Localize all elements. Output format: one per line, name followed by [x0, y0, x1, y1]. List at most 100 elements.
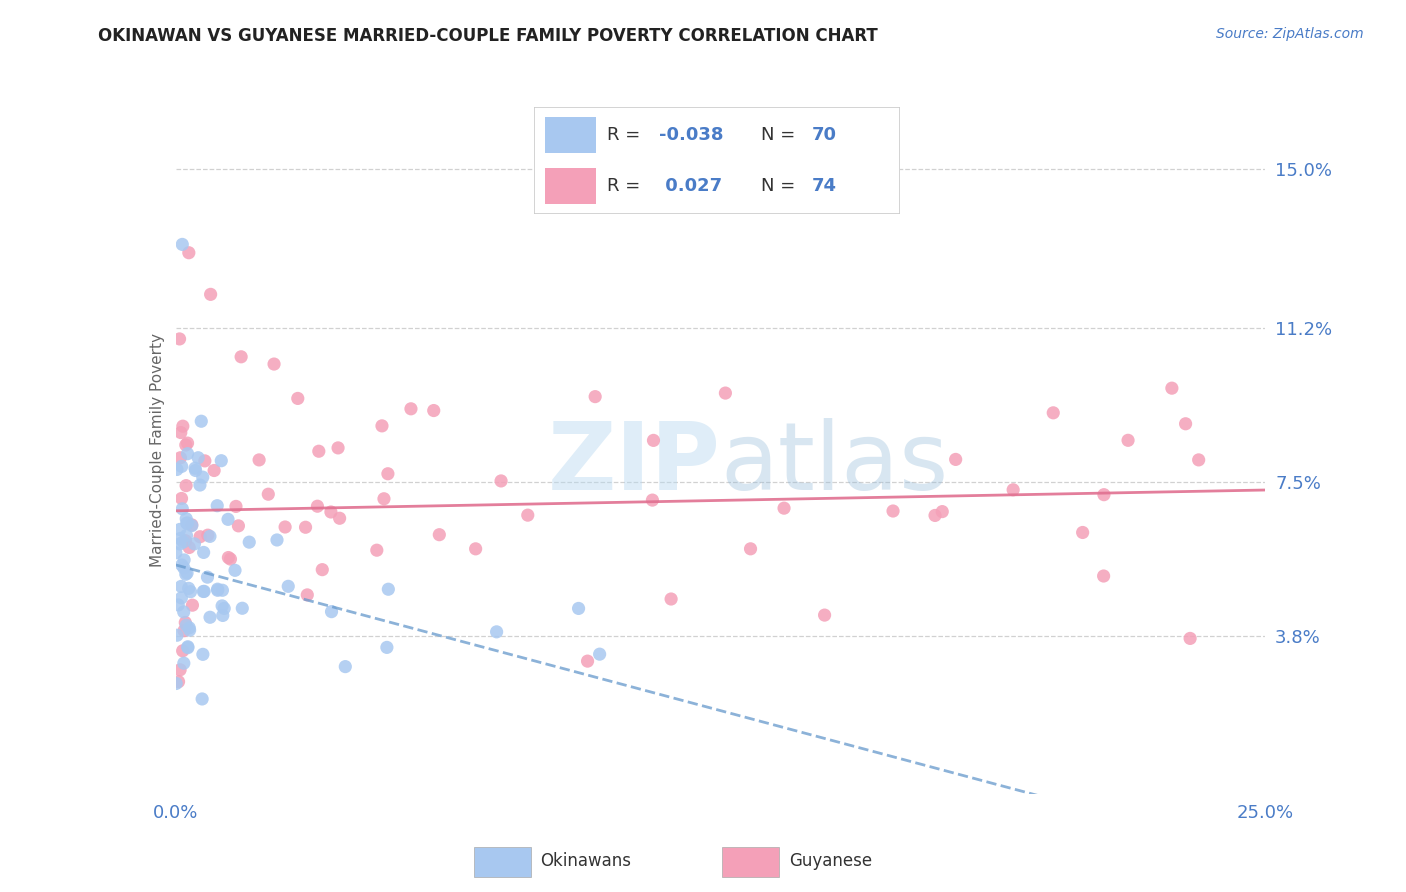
Guyanese	[257, 487, 280, 501]
Guyanese	[326, 441, 349, 455]
Guyanese	[228, 519, 250, 533]
Okinawans	[211, 599, 233, 613]
Guyanese	[297, 588, 319, 602]
Okinawans	[173, 553, 195, 567]
Guyanese	[174, 438, 197, 452]
Okinawans	[169, 537, 191, 551]
Okinawans	[176, 516, 198, 530]
Text: atlas: atlas	[721, 418, 949, 510]
FancyBboxPatch shape	[546, 168, 596, 204]
Guyanese	[422, 403, 444, 417]
Okinawans	[170, 558, 193, 572]
Okinawans	[205, 499, 228, 513]
FancyBboxPatch shape	[534, 107, 900, 214]
Text: -0.038: -0.038	[658, 126, 723, 144]
Okinawans	[211, 608, 233, 623]
Okinawans	[174, 512, 197, 526]
Guyanese	[173, 624, 195, 638]
Guyanese	[464, 541, 486, 556]
Guyanese	[773, 501, 796, 516]
Okinawans	[198, 529, 221, 543]
Okinawans	[266, 533, 288, 547]
Okinawans	[588, 647, 610, 661]
Okinawans	[184, 463, 207, 477]
Okinawans	[193, 545, 215, 559]
Okinawans	[169, 523, 191, 537]
Okinawans	[176, 566, 198, 580]
Okinawans	[231, 601, 253, 615]
Okinawans	[184, 461, 207, 475]
Okinawans	[170, 579, 193, 593]
Okinawans	[174, 618, 197, 632]
Text: Guyanese: Guyanese	[789, 852, 872, 870]
Okinawans	[180, 584, 202, 599]
Guyanese	[167, 674, 190, 689]
Guyanese	[308, 444, 330, 458]
Guyanese	[882, 504, 904, 518]
Guyanese	[180, 517, 202, 532]
Okinawans	[211, 583, 233, 598]
Guyanese	[576, 654, 599, 668]
Okinawans	[165, 676, 187, 690]
Guyanese	[740, 541, 762, 556]
Okinawans	[191, 692, 214, 706]
Guyanese	[174, 615, 197, 630]
Guyanese	[169, 663, 191, 677]
Text: N =: N =	[761, 126, 801, 144]
Okinawans	[177, 582, 200, 596]
Okinawans	[193, 584, 215, 599]
Okinawans	[212, 601, 235, 615]
FancyBboxPatch shape	[546, 117, 596, 153]
Okinawans	[375, 640, 398, 655]
Guyanese	[377, 467, 399, 481]
Guyanese	[247, 453, 270, 467]
Okinawans	[277, 579, 299, 593]
Okinawans	[207, 583, 229, 598]
Guyanese	[1178, 632, 1201, 646]
Okinawans	[188, 478, 211, 492]
Guyanese	[641, 493, 664, 508]
Guyanese	[319, 505, 342, 519]
Okinawans	[238, 535, 260, 549]
Text: ZIP: ZIP	[548, 418, 721, 510]
Guyanese	[643, 434, 665, 448]
Okinawans	[173, 657, 195, 671]
Guyanese	[172, 419, 194, 434]
Guyanese	[583, 390, 606, 404]
Okinawans	[169, 532, 191, 546]
Guyanese	[1042, 406, 1064, 420]
Guyanese	[170, 425, 193, 440]
Guyanese	[172, 644, 194, 658]
Okinawans	[173, 561, 195, 575]
Guyanese	[200, 287, 222, 301]
Okinawans	[166, 462, 188, 476]
Okinawans	[173, 605, 195, 619]
Okinawans	[321, 605, 343, 619]
Guyanese	[714, 386, 737, 401]
Y-axis label: Married-Couple Family Poverty: Married-Couple Family Poverty	[149, 334, 165, 567]
Guyanese	[194, 454, 217, 468]
Okinawans	[193, 584, 215, 599]
Guyanese	[202, 463, 225, 477]
Okinawans	[170, 459, 193, 474]
Text: 0.027: 0.027	[658, 178, 721, 195]
FancyBboxPatch shape	[474, 847, 531, 877]
Okinawans	[485, 624, 508, 639]
Guyanese	[1071, 525, 1094, 540]
Guyanese	[1174, 417, 1197, 431]
Guyanese	[1092, 569, 1115, 583]
Text: R =: R =	[607, 126, 647, 144]
Guyanese	[181, 598, 204, 612]
Guyanese	[219, 552, 242, 566]
Guyanese	[188, 530, 211, 544]
Okinawans	[165, 546, 187, 560]
Okinawans	[166, 628, 188, 642]
Guyanese	[217, 550, 239, 565]
Guyanese	[225, 500, 247, 514]
Okinawans	[187, 450, 209, 465]
Guyanese	[489, 474, 512, 488]
Okinawans	[176, 528, 198, 542]
Guyanese	[311, 563, 333, 577]
Guyanese	[1002, 483, 1025, 497]
Okinawans	[176, 516, 198, 531]
